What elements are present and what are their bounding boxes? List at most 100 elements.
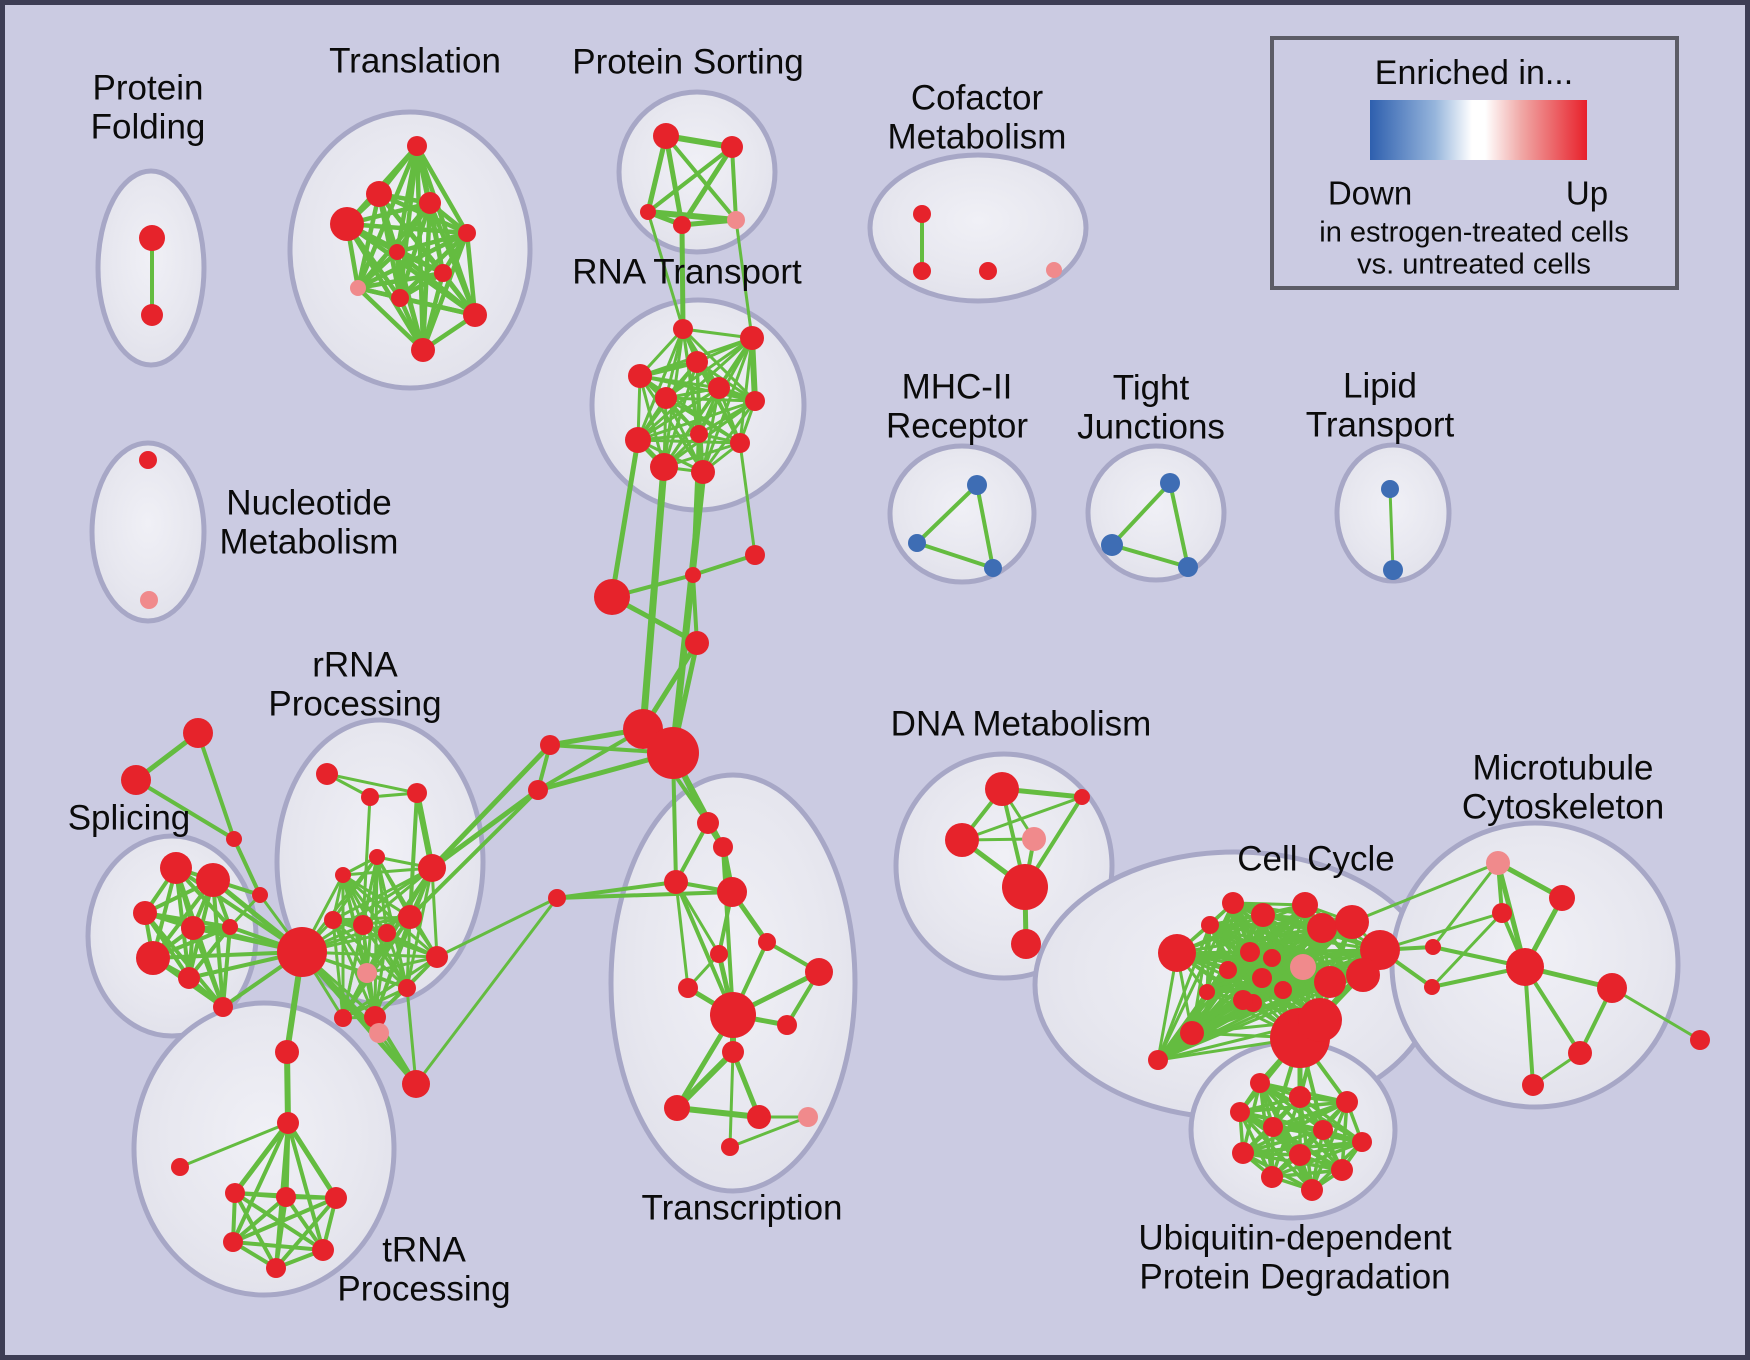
gene-set-node-87[interactable] bbox=[647, 727, 699, 779]
gene-set-node-142[interactable] bbox=[1424, 979, 1440, 995]
gene-set-node-71[interactable] bbox=[275, 1040, 299, 1064]
gene-set-node-34[interactable] bbox=[967, 475, 987, 495]
gene-set-node-5[interactable] bbox=[330, 207, 364, 241]
gene-set-node-35[interactable] bbox=[908, 534, 926, 552]
gene-set-node-96[interactable] bbox=[710, 945, 728, 963]
gene-set-node-118[interactable] bbox=[1335, 905, 1369, 939]
gene-set-node-106[interactable] bbox=[985, 772, 1019, 806]
gene-set-node-13[interactable] bbox=[653, 123, 679, 149]
gene-set-node-93[interactable] bbox=[664, 870, 688, 894]
gene-set-node-99[interactable] bbox=[710, 992, 756, 1038]
gene-set-node-57[interactable] bbox=[407, 783, 427, 803]
gene-set-node-79[interactable] bbox=[223, 1232, 243, 1252]
gene-set-node-18[interactable] bbox=[673, 319, 693, 339]
gene-set-node-135[interactable] bbox=[1486, 851, 1510, 875]
gene-set-node-139[interactable] bbox=[1597, 973, 1627, 1003]
gene-set-node-33[interactable] bbox=[1046, 262, 1062, 278]
gene-set-node-55[interactable] bbox=[316, 763, 338, 785]
gene-set-node-69[interactable] bbox=[334, 1009, 352, 1027]
gene-set-node-141[interactable] bbox=[1425, 939, 1441, 955]
gene-set-node-136[interactable] bbox=[1549, 885, 1575, 911]
gene-set-node-108[interactable] bbox=[945, 823, 979, 857]
gene-set-node-21[interactable] bbox=[686, 351, 708, 373]
gene-set-node-44[interactable] bbox=[183, 718, 213, 748]
gene-set-node-133[interactable] bbox=[1201, 916, 1219, 934]
gene-set-node-127[interactable] bbox=[1233, 990, 1253, 1010]
gene-set-node-80[interactable] bbox=[312, 1239, 334, 1261]
gene-set-node-157[interactable] bbox=[252, 887, 268, 903]
gene-set-node-17[interactable] bbox=[727, 211, 745, 229]
gene-set-node-61[interactable] bbox=[353, 915, 373, 935]
gene-set-node-66[interactable] bbox=[398, 979, 416, 997]
gene-set-node-122[interactable] bbox=[1263, 949, 1281, 967]
gene-set-node-132[interactable] bbox=[1222, 892, 1244, 914]
gene-set-node-143[interactable] bbox=[1690, 1030, 1710, 1050]
gene-set-node-9[interactable] bbox=[350, 280, 366, 296]
gene-set-node-128[interactable] bbox=[1252, 968, 1272, 988]
gene-set-node-31[interactable] bbox=[913, 262, 931, 280]
gene-set-node-65[interactable] bbox=[357, 963, 377, 983]
gene-set-node-150[interactable] bbox=[1313, 1120, 1333, 1140]
gene-set-node-115[interactable] bbox=[1251, 903, 1275, 927]
gene-set-node-51[interactable] bbox=[222, 919, 238, 935]
gene-set-node-62[interactable] bbox=[378, 924, 396, 942]
gene-set-node-94[interactable] bbox=[717, 877, 747, 907]
gene-set-node-22[interactable] bbox=[708, 377, 730, 399]
gene-set-node-19[interactable] bbox=[740, 326, 764, 350]
gene-set-node-8[interactable] bbox=[434, 264, 452, 282]
gene-set-node-105[interactable] bbox=[721, 1138, 739, 1156]
gene-set-node-101[interactable] bbox=[722, 1041, 744, 1063]
gene-set-node-97[interactable] bbox=[678, 978, 698, 998]
gene-set-node-53[interactable] bbox=[178, 967, 200, 989]
gene-set-node-52[interactable] bbox=[136, 941, 170, 975]
gene-set-node-50[interactable] bbox=[181, 916, 205, 940]
gene-set-node-41[interactable] bbox=[1383, 560, 1403, 580]
gene-set-node-29[interactable] bbox=[691, 460, 715, 484]
gene-set-node-28[interactable] bbox=[650, 453, 678, 481]
gene-set-node-23[interactable] bbox=[655, 387, 677, 409]
gene-set-node-126[interactable] bbox=[1199, 984, 1215, 1000]
gene-set-node-38[interactable] bbox=[1101, 534, 1123, 556]
gene-set-node-138[interactable] bbox=[1506, 948, 1544, 986]
gene-set-node-107[interactable] bbox=[1074, 789, 1090, 805]
gene-set-node-145[interactable] bbox=[1250, 1073, 1270, 1093]
gene-set-node-112[interactable] bbox=[1158, 934, 1196, 972]
gene-set-node-10[interactable] bbox=[391, 289, 409, 307]
gene-set-node-77[interactable] bbox=[276, 1187, 296, 1207]
gene-set-node-92[interactable] bbox=[713, 837, 733, 857]
gene-set-node-68[interactable] bbox=[364, 1006, 386, 1028]
gene-set-node-36[interactable] bbox=[984, 559, 1002, 577]
gene-set-node-113[interactable] bbox=[1180, 1021, 1204, 1045]
gene-set-node-32[interactable] bbox=[979, 262, 997, 280]
gene-set-node-7[interactable] bbox=[389, 244, 405, 260]
gene-set-node-100[interactable] bbox=[777, 1015, 797, 1035]
gene-set-node-73[interactable] bbox=[402, 1070, 430, 1098]
gene-set-node-90[interactable] bbox=[548, 889, 566, 907]
gene-set-node-154[interactable] bbox=[1331, 1159, 1353, 1181]
gene-set-node-24[interactable] bbox=[745, 391, 765, 411]
gene-set-node-85[interactable] bbox=[685, 631, 709, 655]
gene-set-node-25[interactable] bbox=[625, 427, 651, 453]
gene-set-node-72[interactable] bbox=[369, 1023, 389, 1043]
gene-set-node-43[interactable] bbox=[140, 591, 158, 609]
gene-set-node-63[interactable] bbox=[398, 905, 422, 929]
gene-set-node-88[interactable] bbox=[540, 735, 560, 755]
gene-set-node-14[interactable] bbox=[721, 136, 743, 158]
gene-set-node-111[interactable] bbox=[1011, 929, 1041, 959]
gene-set-node-75[interactable] bbox=[171, 1158, 189, 1176]
gene-set-node-76[interactable] bbox=[225, 1183, 245, 1203]
gene-set-node-6[interactable] bbox=[458, 224, 476, 242]
gene-set-node-149[interactable] bbox=[1263, 1117, 1283, 1137]
gene-set-node-146[interactable] bbox=[1289, 1086, 1311, 1108]
gene-set-node-67[interactable] bbox=[426, 946, 448, 968]
gene-set-node-151[interactable] bbox=[1352, 1132, 1372, 1152]
gene-set-node-95[interactable] bbox=[758, 933, 776, 951]
gene-set-node-40[interactable] bbox=[1381, 480, 1399, 498]
gene-set-node-81[interactable] bbox=[266, 1258, 286, 1278]
gene-set-node-1[interactable] bbox=[141, 304, 163, 326]
gene-set-node-147[interactable] bbox=[1230, 1102, 1250, 1122]
gene-set-node-39[interactable] bbox=[1178, 557, 1198, 577]
gene-set-node-155[interactable] bbox=[1261, 1166, 1283, 1188]
gene-set-node-15[interactable] bbox=[640, 204, 656, 220]
gene-set-node-54[interactable] bbox=[213, 997, 233, 1017]
